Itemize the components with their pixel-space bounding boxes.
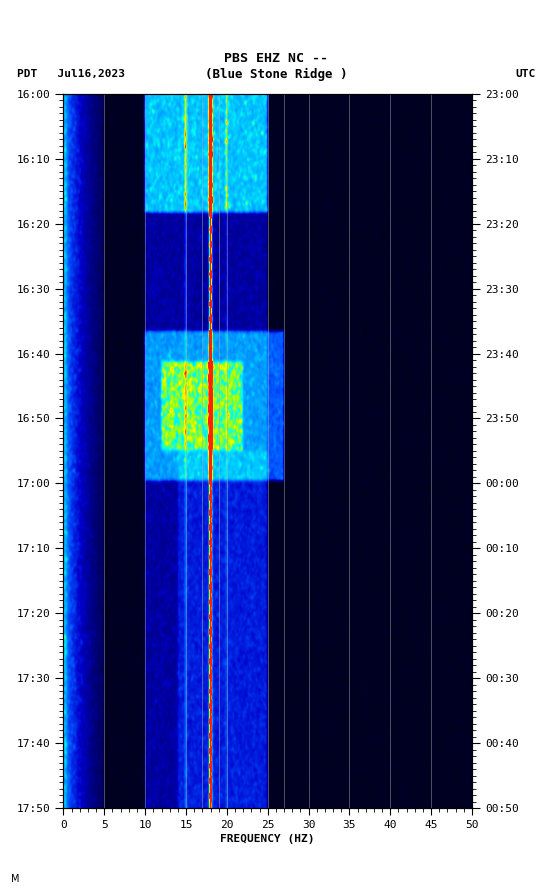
X-axis label: FREQUENCY (HZ): FREQUENCY (HZ) [220, 834, 315, 844]
Text: Μ: Μ [11, 874, 19, 884]
Text: UTC: UTC [515, 69, 535, 79]
Text: (Blue Stone Ridge ): (Blue Stone Ridge ) [205, 68, 347, 80]
Text: USGS: USGS [25, 17, 63, 29]
Text: PDT   Jul16,2023: PDT Jul16,2023 [17, 69, 125, 79]
Text: PBS EHZ NC --: PBS EHZ NC -- [224, 52, 328, 64]
